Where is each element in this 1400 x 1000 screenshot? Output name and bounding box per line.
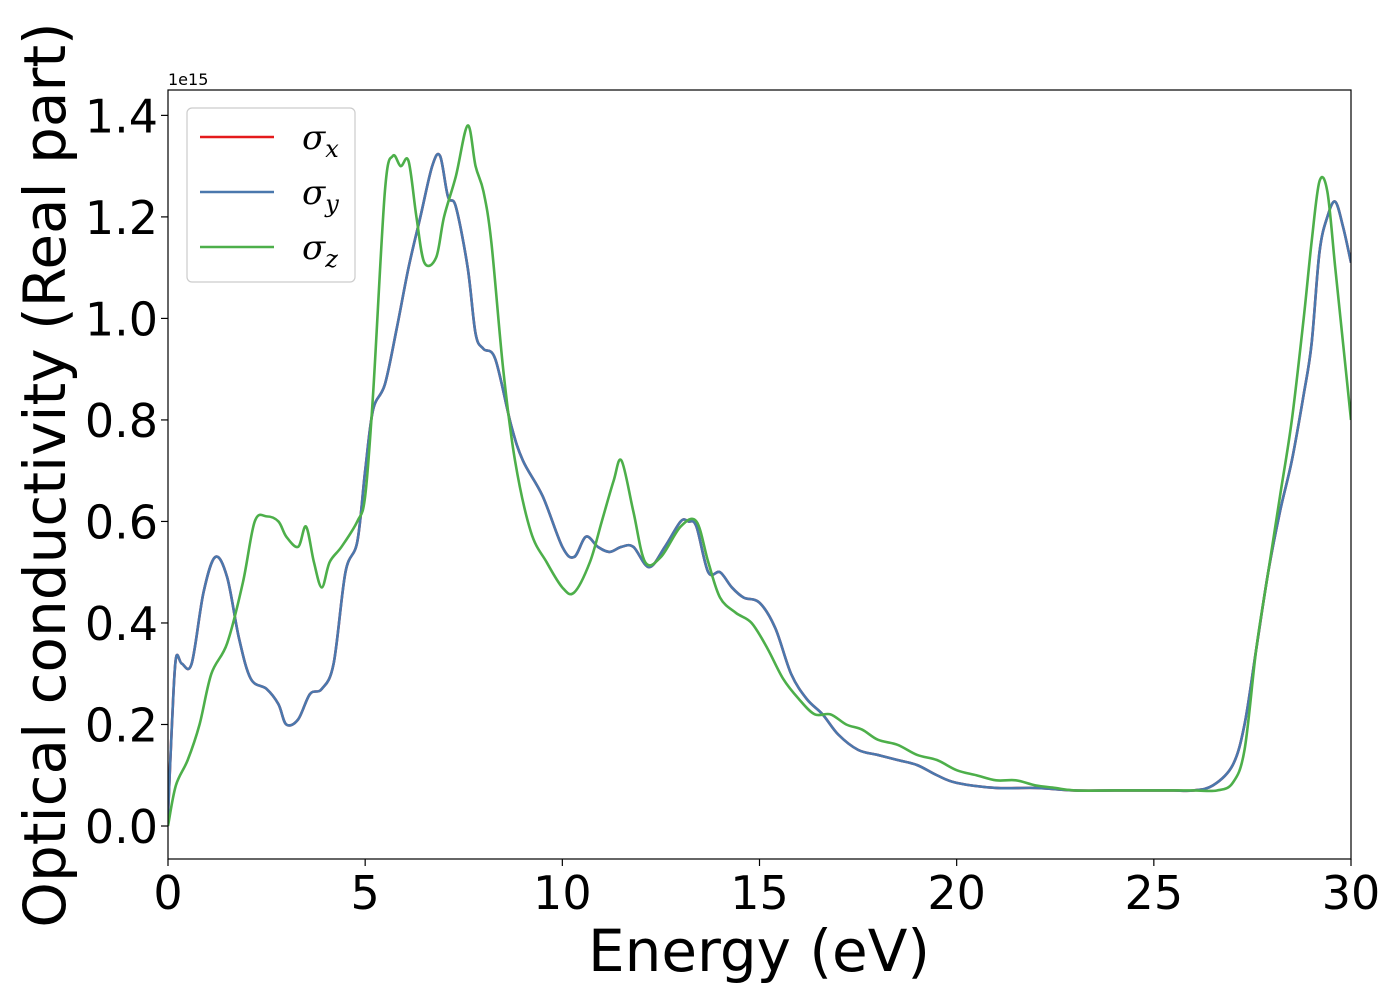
x-tick-label: 30: [1322, 866, 1381, 920]
y-offset-label: 1e15: [168, 70, 208, 89]
legend: σx σy σz: [186, 107, 356, 283]
legend-label-sigma-x: σx: [302, 118, 339, 163]
x-tick-label: 0: [153, 866, 182, 920]
x-axis-label: Energy (eV): [588, 917, 930, 985]
y-tick-label: 1.4: [85, 89, 158, 143]
legend-label-sigma-z: σz: [302, 228, 338, 273]
y-tick-label: 0.4: [85, 597, 158, 651]
y-tick-label: 1.0: [85, 292, 158, 346]
x-tick-label: 10: [533, 866, 592, 920]
y-tick-label: 0.0: [85, 800, 158, 854]
legend-label-sigma-y: σy: [302, 173, 339, 218]
y-axis-label: Optical conductivity (Real part): [11, 22, 79, 927]
series-line-sigma-z: [168, 124, 1351, 827]
x-tick-label: 20: [927, 866, 986, 920]
axis-ticks: 0 5 10 15 20 25 30 0.0 0.2 0.4 0.6 0.8 1.0 1.2 1.4: [85, 89, 1380, 920]
axes-frame: [167, 89, 1352, 860]
y-tick-label: 0.2: [85, 698, 158, 752]
x-tick-label: 5: [351, 866, 380, 920]
x-tick-label: 25: [1125, 866, 1184, 920]
y-tick-label: 0.8: [85, 394, 158, 448]
y-tick-label: 1.2: [85, 191, 158, 245]
plot-area: [168, 124, 1351, 827]
x-tick-label: 15: [730, 866, 789, 920]
legend-box: [186, 107, 356, 283]
y-tick-label: 0.6: [85, 495, 158, 549]
